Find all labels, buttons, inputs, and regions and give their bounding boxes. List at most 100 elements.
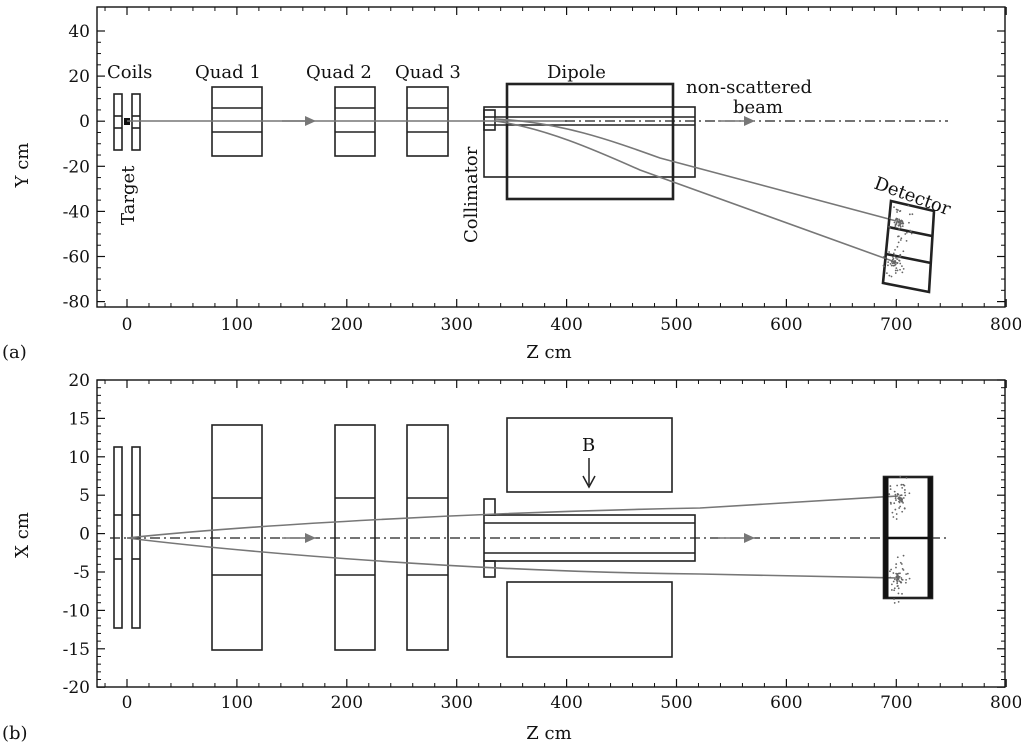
y-tick-label: -5 <box>73 563 90 583</box>
detector-hit <box>894 269 897 272</box>
dipole-label: Dipole <box>547 62 606 83</box>
detector-hit <box>904 581 907 584</box>
detector-hit <box>885 272 888 274</box>
detector-hit <box>893 262 896 265</box>
detector-hit <box>899 224 902 227</box>
detector-hit <box>898 227 901 230</box>
detector-hit <box>887 261 890 264</box>
detector-hit <box>896 585 899 588</box>
detector-hit <box>893 255 896 258</box>
detector-divider-2 <box>885 252 932 265</box>
detector-hit <box>893 578 896 581</box>
panel-a-x-axis-title: Z cm <box>526 342 571 363</box>
detector-hit <box>904 494 907 497</box>
x-tick-label: 400 <box>550 693 582 713</box>
detector-hit <box>898 507 901 509</box>
detector-hit <box>901 265 903 268</box>
detector-hit <box>898 500 900 503</box>
x-tick-label: 200 <box>331 693 363 713</box>
detector-hit <box>896 582 899 585</box>
panel-a-tag: (a) <box>2 342 27 363</box>
y-tick-label: -20 <box>63 678 90 698</box>
detector-hit <box>901 592 903 595</box>
detector-hit <box>889 485 892 487</box>
detector-hit <box>890 589 893 591</box>
detector-hit <box>895 563 898 565</box>
detector-hit <box>911 213 914 216</box>
detector-hit <box>895 499 897 501</box>
detector-hit <box>896 220 899 222</box>
detector-hit <box>896 258 899 260</box>
detector-hit <box>893 587 896 590</box>
detector-hit <box>901 221 904 224</box>
detector-hit <box>902 554 905 557</box>
detector-hit <box>901 225 904 228</box>
detector-hit <box>897 256 900 259</box>
detector-hit <box>897 578 900 581</box>
detector-hit <box>908 492 911 495</box>
panel-b-y-axis-title: X cm <box>12 512 33 558</box>
panel-b: 0 100 200 300 400 500 600 700 800 20 15 10 5 0 -5 -10 -… <box>2 371 1021 744</box>
x-tick-label: 300 <box>440 315 472 335</box>
detector-hit <box>898 498 900 500</box>
y-tick-label: 0 <box>79 525 90 545</box>
detector-hit <box>896 492 899 495</box>
x-tick-label: 300 <box>440 693 472 713</box>
x-tick-label: 800 <box>990 315 1021 335</box>
x-tick-label: 500 <box>660 315 692 335</box>
panel-b-y-ticks: 20 15 10 5 0 -5 -10 -15 -20 <box>63 371 1005 698</box>
x-tick-label: 100 <box>221 693 253 713</box>
collimator-label: Collimator <box>461 146 482 243</box>
detector-hit <box>893 589 896 592</box>
field-arrow-head <box>582 475 596 489</box>
x-tick-label: 800 <box>990 693 1021 713</box>
y-tick-label: -15 <box>63 640 90 660</box>
dipole-pole-top <box>506 417 673 493</box>
detector-hit <box>909 230 912 233</box>
detector-hit <box>899 262 902 265</box>
scattered-trajectory-lower <box>494 120 896 263</box>
panel-b-tag: (b) <box>2 723 28 744</box>
detector-hit <box>899 494 902 497</box>
detector-hit <box>904 489 906 491</box>
detector-hit <box>908 221 910 224</box>
detector-hit <box>893 206 895 209</box>
detector-hit <box>895 221 898 224</box>
detector-hit <box>887 264 889 267</box>
detector-hit <box>895 575 898 578</box>
detector-hit <box>896 245 899 248</box>
quad2-label: Quad 2 <box>306 62 372 83</box>
dipole-chamber <box>483 106 696 178</box>
detector-hit <box>897 224 900 227</box>
detector-hit <box>901 510 904 513</box>
dipole-yoke <box>505 82 675 201</box>
detector-hit <box>899 268 901 271</box>
quad3-body-b <box>406 424 449 651</box>
detector-hit <box>895 267 898 270</box>
detector-hit <box>882 256 885 258</box>
detector-hit <box>899 497 902 500</box>
detector-hit <box>901 500 904 503</box>
coil-upstream <box>113 93 123 151</box>
detector-hit <box>893 502 896 505</box>
x-tick-label: 400 <box>550 315 582 335</box>
panel-a-x-ticks: 0 100 200 300 400 500 600 700 800 <box>104 7 1021 335</box>
detector-hit <box>901 568 904 570</box>
detector-hit <box>894 261 897 264</box>
detector-hit <box>896 484 899 487</box>
detector-hit <box>890 568 893 571</box>
trajectory-upper-b <box>126 495 899 539</box>
detector-hit <box>894 248 896 251</box>
detector-hit <box>892 256 894 258</box>
x-tick-label: 0 <box>122 315 133 335</box>
detector-hit <box>890 264 893 267</box>
y-tick-label: 20 <box>68 371 90 391</box>
detector-hit <box>889 488 892 491</box>
detector-hit <box>890 583 893 586</box>
detector-hit <box>894 225 897 228</box>
detector-hit <box>899 239 902 241</box>
detector-hit <box>894 497 897 500</box>
detector-hit <box>897 241 900 244</box>
detector-hit <box>901 486 904 489</box>
